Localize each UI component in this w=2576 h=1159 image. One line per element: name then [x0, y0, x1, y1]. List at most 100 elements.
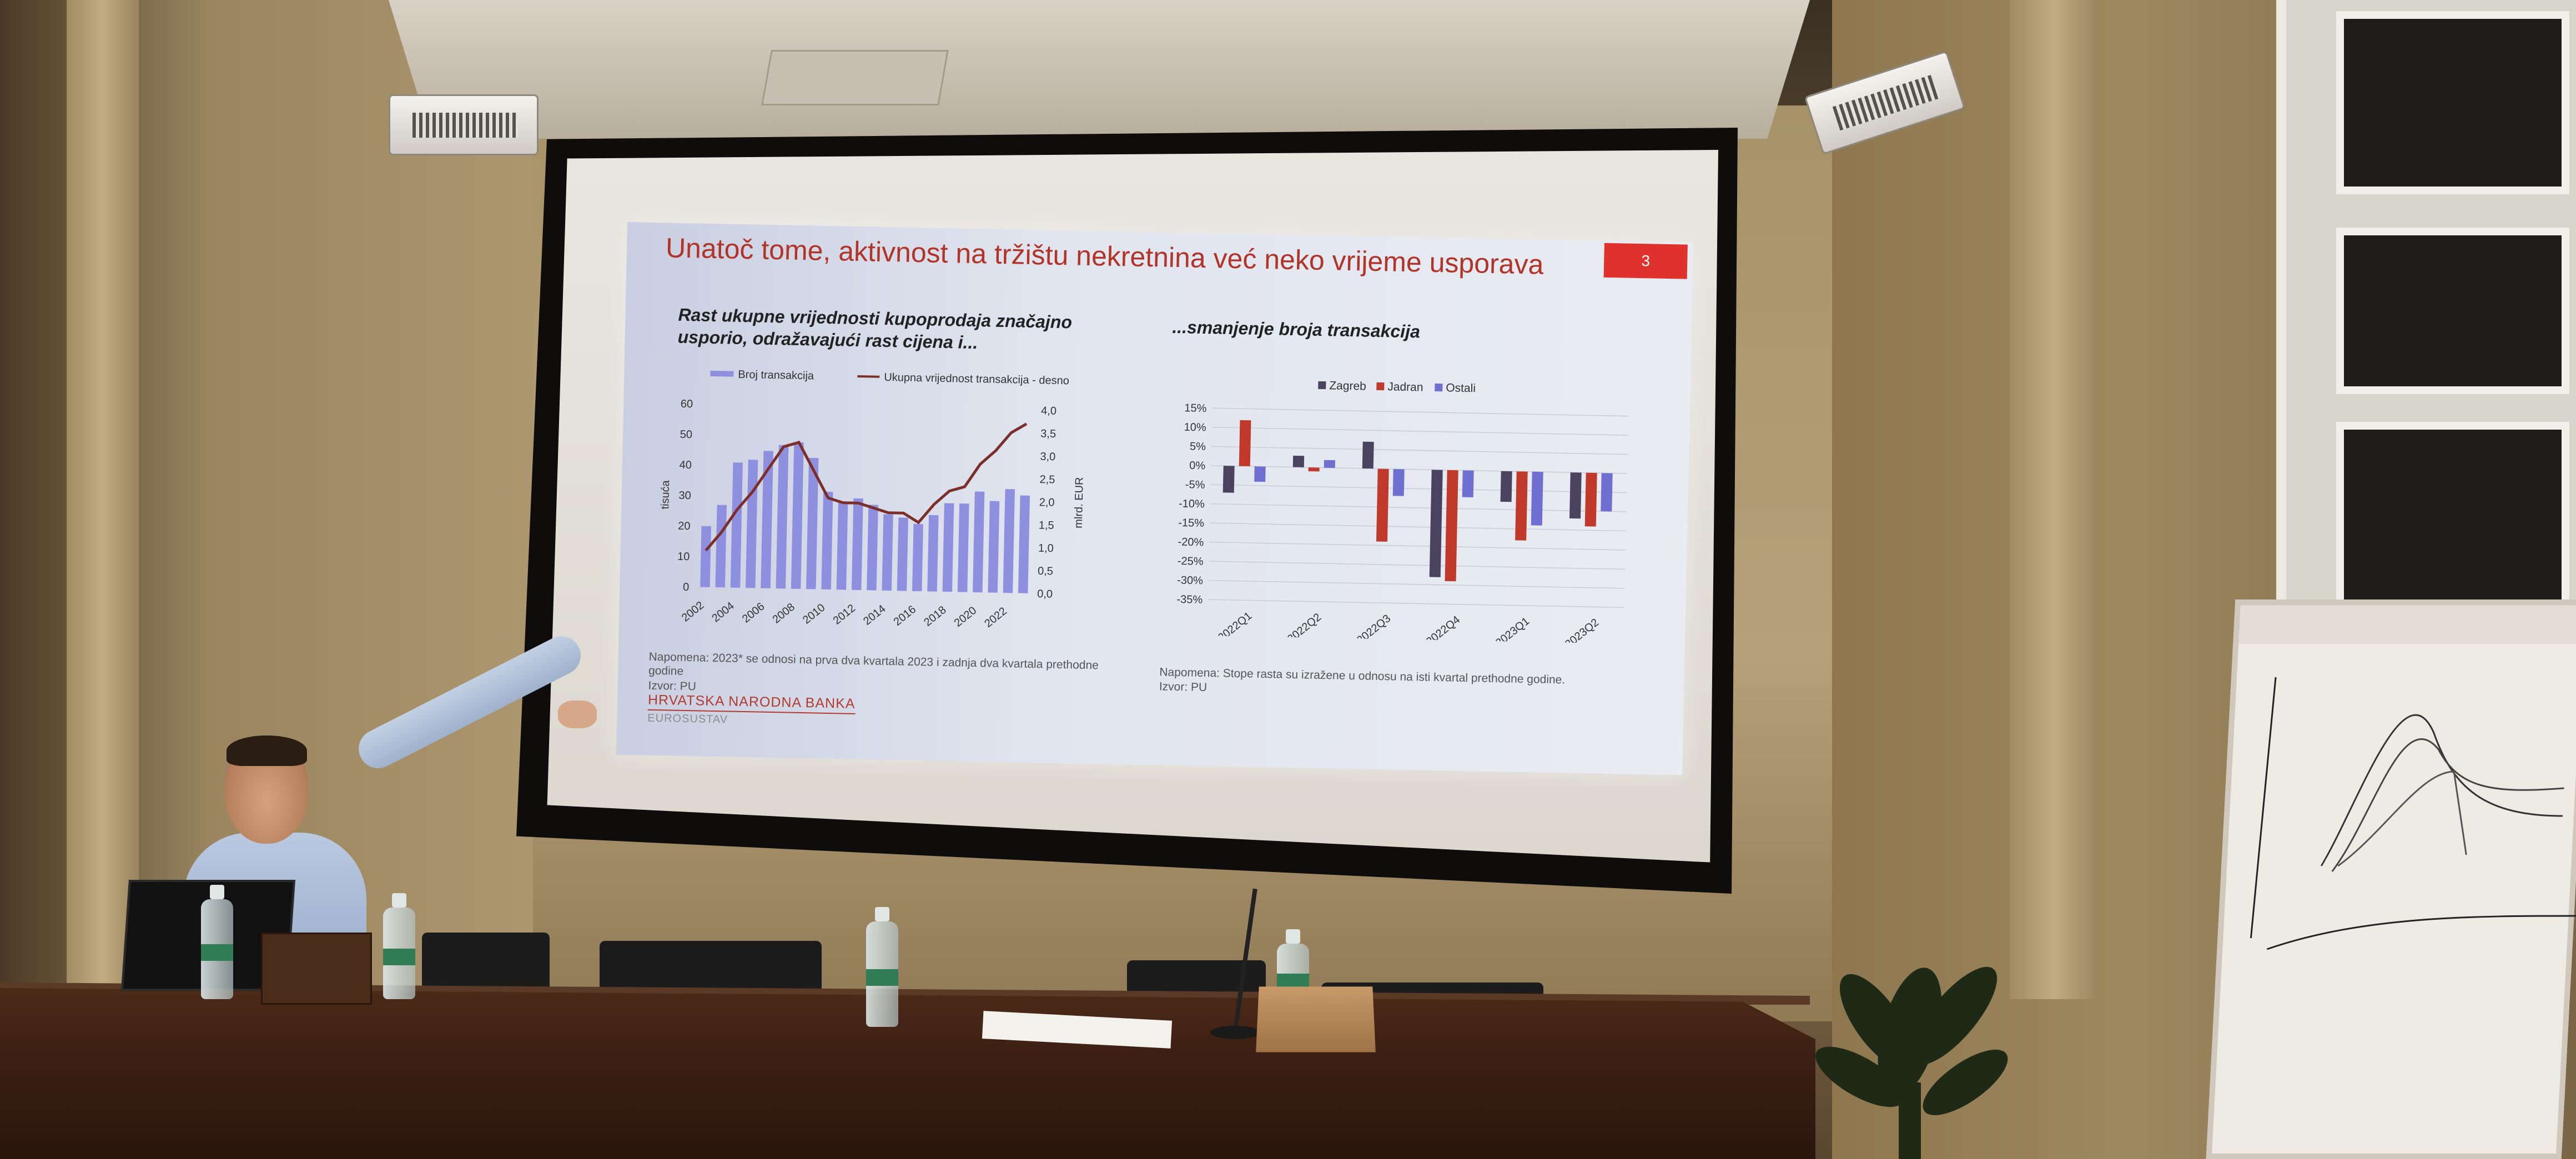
legend-label-bars: Broj transakcija: [738, 369, 814, 382]
x-tick-label: 2010: [801, 602, 827, 627]
window-pane: [2336, 228, 2569, 394]
bar-jadran: [1308, 467, 1320, 472]
bar-zagreb: [1429, 470, 1443, 577]
y-tick-label: 50: [680, 429, 693, 441]
bar-ostali: [1254, 466, 1266, 482]
window-pane: [2336, 11, 2569, 194]
bar-broj-transakcija: [806, 457, 819, 589]
bar-ostali: [1531, 471, 1543, 526]
x-tick-label: 2022Q4: [1424, 614, 1462, 644]
y-tick-label: -10%: [1179, 498, 1205, 511]
slide-title: Unatoč tome, aktivnost na tržištu nekret…: [665, 232, 1544, 280]
flipchart-drawing: [2238, 605, 2576, 950]
y2-tick-label: 3,5: [1040, 428, 1056, 441]
y2-tick-label: 0,0: [1037, 588, 1053, 601]
plant-leaves: [1815, 966, 2008, 1159]
y2-tick-label: 4,0: [1041, 405, 1056, 417]
bar-broj-transakcija: [1003, 489, 1015, 593]
x-tick-label: 2002: [680, 599, 706, 624]
y-tick-label: -25%: [1178, 555, 1204, 568]
bar-broj-transakcija: [912, 523, 923, 592]
x-tick-label: 2004: [710, 599, 736, 624]
bar-ostali: [1462, 470, 1474, 498]
x-tick-label: 2008: [770, 601, 797, 626]
bar-broj-transakcija: [836, 501, 848, 590]
y-tick-label: 60: [681, 398, 693, 410]
y2-tick-label: 1,5: [1039, 519, 1054, 532]
water-bottle: [866, 907, 898, 1027]
bar-broj-transakcija: [957, 503, 969, 592]
bar-zagreb: [1292, 455, 1305, 467]
bar-broj-transakcija: [867, 505, 878, 591]
y-tick-label: 10%: [1184, 421, 1206, 434]
bar-broj-transakcija: [897, 517, 908, 591]
ceiling: [389, 0, 1810, 139]
y-tick-label: -30%: [1177, 575, 1203, 587]
legend-swatch-ostali: [1435, 383, 1443, 392]
gridline: [1212, 407, 1629, 417]
window: [2276, 0, 2576, 622]
y2-tick-label: 3,0: [1040, 451, 1055, 463]
slide-page-number: 3: [1603, 243, 1688, 279]
bar-broj-transakcija: [761, 451, 773, 588]
bar-jadran: [1445, 470, 1458, 582]
wall-pillar: [67, 0, 139, 999]
y2-tick-label: 2,0: [1039, 496, 1054, 509]
microphone-base: [1210, 1026, 1260, 1039]
bar-broj-transakcija: [942, 503, 954, 592]
bar-broj-transakcija: [821, 491, 833, 590]
presenter-hair: [227, 735, 307, 766]
eurosustav-text: EUROSUSTAV: [647, 712, 728, 726]
bar-broj-transakcija: [927, 515, 939, 592]
line-ukupna-vrijednost: [705, 422, 1028, 552]
bar-jadran: [1239, 420, 1251, 467]
bar-zagreb: [1569, 472, 1582, 519]
wall-pillar: [2010, 0, 2099, 999]
x-tick-label: 2022Q3: [1355, 612, 1393, 644]
presenter-hand: [558, 701, 597, 728]
y2-tick-label: 2,5: [1039, 473, 1055, 486]
bar-ostali: [1601, 473, 1613, 512]
gridline: [1211, 426, 1628, 436]
y2-tick-label: 0,5: [1038, 565, 1053, 578]
gridline: [1210, 503, 1627, 512]
presentation-slide: Unatoč tome, aktivnost na tržištu nekret…: [616, 222, 1693, 775]
bar-broj-transakcija: [776, 445, 789, 589]
y2-axis-label: mlrd. EUR: [1073, 477, 1086, 528]
left-chart-note: Napomena: 2023* se odnosi na prva dva kv…: [648, 650, 1099, 678]
right-chart-note: Napomena: Stope rasta su izražene u odno…: [1159, 666, 1566, 687]
y2-tick-label: 1,0: [1038, 542, 1054, 555]
legend-swatch-bars: [710, 370, 734, 377]
bar-broj-transakcija: [973, 491, 985, 593]
bar-broj-transakcija: [715, 505, 727, 588]
gridline: [1210, 522, 1627, 532]
y-tick-label: 10: [677, 551, 690, 563]
hnb-logo-text: HRVATSKA NARODNA BANKA: [647, 692, 856, 714]
lectern-box: [261, 933, 372, 1005]
left-chart-source: Izvor: PU: [648, 679, 697, 693]
x-tick-label: 2020: [952, 604, 979, 629]
water-bottle: [383, 893, 415, 999]
ceiling-vent: [761, 50, 949, 105]
gridline: [1211, 465, 1628, 474]
y-tick-label: -35%: [1176, 593, 1203, 606]
gridline: [1210, 484, 1627, 493]
legend-label-zagreb: Zagreb: [1329, 379, 1366, 392]
bar-zagreb: [1500, 471, 1512, 502]
bar-jadran: [1376, 468, 1389, 542]
y-tick-label: 0%: [1189, 460, 1206, 472]
wall-speaker: [389, 94, 539, 155]
bar-broj-transakcija: [746, 460, 758, 588]
x-tick-label: 2014: [861, 603, 888, 628]
window-pane: [2336, 422, 2569, 611]
bar-ostali: [1324, 460, 1336, 468]
y-tick-label: 40: [679, 459, 692, 471]
bar-broj-transakcija: [1018, 495, 1030, 593]
x-tick-label: 2018: [922, 604, 948, 629]
regional-growth-bar-chart: Zagreb Jadran Ostali 15% 10% 5% 0% -5% -10% -15% -…: [1176, 379, 1629, 644]
legend-label-jadran: Jadran: [1387, 380, 1423, 394]
gridline: [1208, 599, 1625, 608]
y-axis-label: tisuća: [659, 480, 672, 510]
bar-ostali: [1392, 468, 1405, 496]
legend-swatch-line: [857, 375, 880, 378]
